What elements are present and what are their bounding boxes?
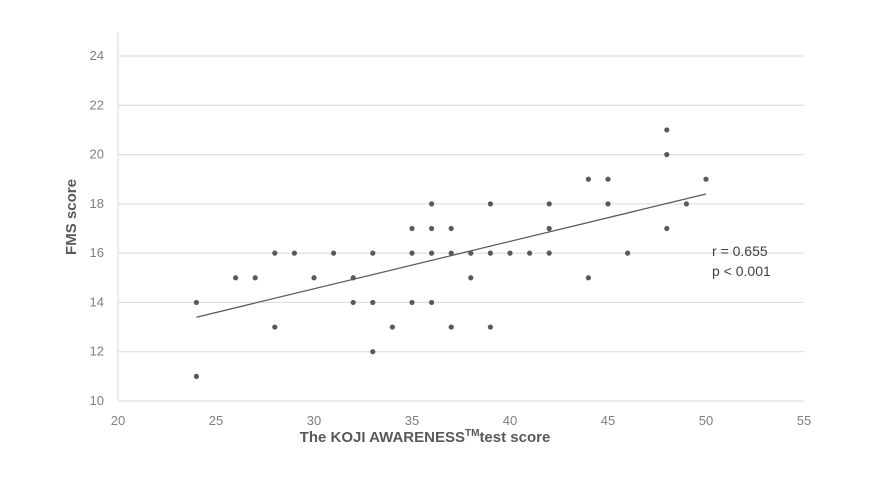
data-point-19 xyxy=(429,225,435,232)
data-points xyxy=(193,127,709,379)
x-tick-label-25: 25 xyxy=(209,413,223,428)
data-point-5 xyxy=(272,324,278,330)
x-tick-label-45: 45 xyxy=(601,413,615,428)
data-point-33 xyxy=(546,225,552,232)
data-point-22 xyxy=(448,225,454,232)
data-point-14 xyxy=(389,324,395,330)
data-point-32 xyxy=(546,201,552,207)
x-tick-label-40: 40 xyxy=(503,413,517,428)
data-point-13 xyxy=(370,349,376,355)
data-point-23 xyxy=(448,250,454,256)
data-point-0 xyxy=(193,299,199,306)
x-axis-title-main: The KOJI AWARENESS xyxy=(300,429,465,446)
data-point-26 xyxy=(468,275,474,281)
data-point-7 xyxy=(311,275,317,281)
data-point-1 xyxy=(193,373,199,379)
p-value-annotation: p < 0.001 xyxy=(712,263,771,279)
gridlines xyxy=(118,55,804,402)
data-point-21 xyxy=(429,299,435,306)
data-point-2 xyxy=(233,275,239,281)
y-tick-label-12: 12 xyxy=(90,344,104,359)
y-tick-label-24: 24 xyxy=(90,48,104,63)
y-tick-label-10: 10 xyxy=(90,393,104,408)
data-point-38 xyxy=(605,201,611,207)
x-axis-title-superscript: TM xyxy=(465,428,479,439)
data-point-8 xyxy=(331,250,337,256)
data-point-6 xyxy=(291,250,297,256)
y-tick-label-22: 22 xyxy=(90,97,104,112)
x-axis-title: The KOJI AWARENESSTMtest score xyxy=(300,428,551,446)
data-point-4 xyxy=(272,250,278,256)
x-tick-label-20: 20 xyxy=(111,413,125,428)
y-tick-label-20: 20 xyxy=(90,147,104,162)
data-point-18 xyxy=(429,201,435,207)
data-point-10 xyxy=(350,299,356,306)
data-point-34 xyxy=(546,250,552,256)
x-tick-label-55: 55 xyxy=(797,413,811,428)
data-point-41 xyxy=(664,151,670,158)
data-point-43 xyxy=(683,201,690,207)
y-tick-label-18: 18 xyxy=(90,196,104,211)
y-tick-label-16: 16 xyxy=(90,245,104,260)
x-tick-label-50: 50 xyxy=(699,413,713,428)
data-point-9 xyxy=(350,275,356,281)
data-point-36 xyxy=(585,275,592,281)
data-point-42 xyxy=(664,225,670,232)
data-point-27 xyxy=(487,201,493,207)
correlation-annotation: r = 0.655 xyxy=(712,243,768,259)
data-point-29 xyxy=(487,324,493,330)
x-tick-label-35: 35 xyxy=(405,413,419,428)
data-point-30 xyxy=(507,250,513,256)
x-tick-label-30: 30 xyxy=(307,413,321,428)
data-point-44 xyxy=(703,176,709,182)
x-axis-title-tail: test score xyxy=(479,429,550,446)
data-point-28 xyxy=(487,250,493,256)
data-point-35 xyxy=(585,176,592,182)
data-point-17 xyxy=(409,299,415,306)
data-point-20 xyxy=(429,250,435,256)
data-point-24 xyxy=(448,324,454,330)
data-point-11 xyxy=(370,250,376,256)
data-point-3 xyxy=(252,275,258,281)
data-point-12 xyxy=(370,299,376,306)
data-point-31 xyxy=(527,250,533,256)
data-point-16 xyxy=(409,250,415,256)
data-point-15 xyxy=(409,225,415,232)
data-point-40 xyxy=(664,127,670,133)
y-tick-labels: 10 12 14 16 18 20 22 24 xyxy=(90,48,104,408)
data-point-37 xyxy=(605,176,611,182)
y-tick-label-14: 14 xyxy=(90,294,104,309)
x-tick-labels: 20 25 30 35 40 45 50 55 xyxy=(111,413,811,428)
data-point-39 xyxy=(625,250,631,256)
data-point-25 xyxy=(468,250,474,256)
y-axis-title: FMS score xyxy=(63,179,80,255)
